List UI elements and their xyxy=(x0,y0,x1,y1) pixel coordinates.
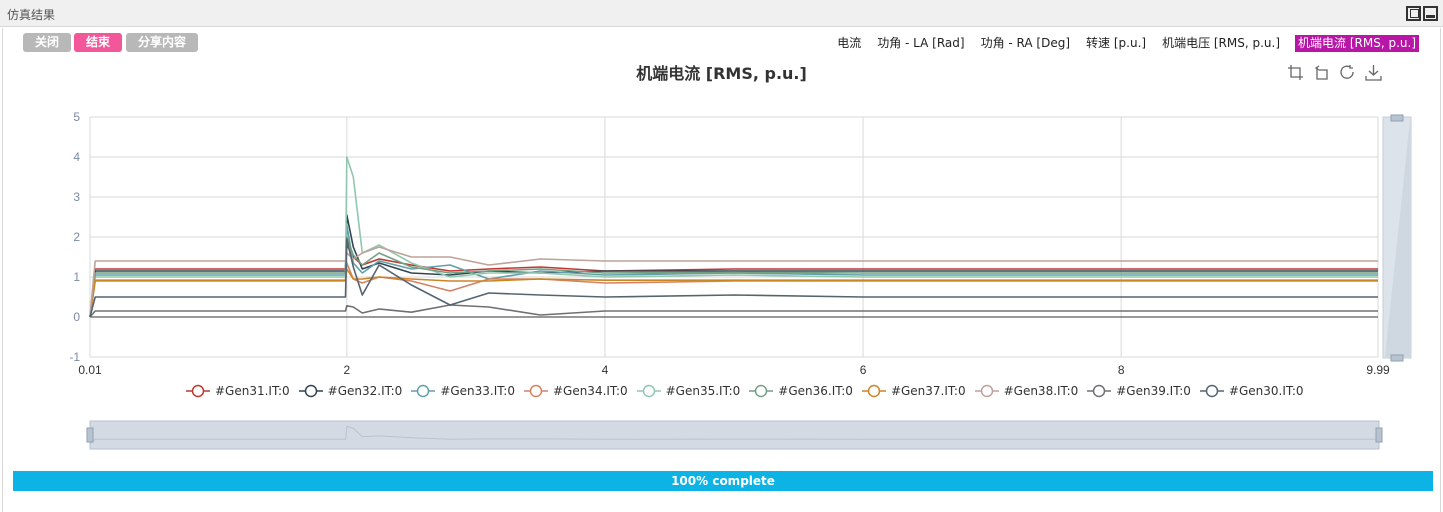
chart-series xyxy=(89,156,1378,318)
legend-label: #Gen36.IT:0 xyxy=(778,384,853,398)
legend-marker-icon xyxy=(861,384,886,398)
finish-button[interactable]: 结束 xyxy=(74,33,122,52)
legend-label: #Gen32.IT:0 xyxy=(327,384,403,398)
legend-marker-icon xyxy=(298,384,323,398)
legend-item[interactable]: #Gen38.IT:0 xyxy=(974,384,1079,398)
y-tick-label: 2 xyxy=(73,230,80,244)
window-frame xyxy=(2,28,1441,512)
x-tick-label: 2 xyxy=(343,363,350,377)
x-tick-label: 4 xyxy=(602,363,609,377)
series-line-4 xyxy=(89,156,1378,318)
legend-item[interactable]: #Gen31.IT:0 xyxy=(186,384,290,398)
legend-marker-icon xyxy=(974,384,999,398)
share-button[interactable]: 分享内容 xyxy=(126,33,198,52)
legend-item[interactable]: #Gen36.IT:0 xyxy=(749,384,853,398)
tab-terminal-voltage[interactable]: 机端电压 [RMS, p.u.] xyxy=(1162,35,1281,50)
y-tick-label: 5 xyxy=(73,110,80,124)
legend-label: #Gen37.IT:0 xyxy=(890,384,966,398)
close-button[interactable]: 关闭 xyxy=(23,33,71,52)
legend-item[interactable]: #Gen34.IT:0 xyxy=(523,384,628,398)
window-title: 仿真结果 xyxy=(7,8,56,22)
x-zoom-handle-right[interactable] xyxy=(1375,427,1383,443)
y-tick-label: 4 xyxy=(73,150,80,164)
tab-power-angle-la[interactable]: 功角 - LA [Rad] xyxy=(877,35,965,50)
legend-label: #Gen39.IT:0 xyxy=(1116,384,1191,398)
legend-item[interactable]: #Gen30.IT:0 xyxy=(1199,384,1304,398)
x-tick-label: 0.01 xyxy=(78,363,102,377)
tab-power-angle-ra[interactable]: 功角 - RA [Deg] xyxy=(980,35,1071,50)
legend-label: #Gen31.IT:0 xyxy=(215,384,290,398)
series-line-8 xyxy=(89,304,1378,318)
legend-marker-icon xyxy=(523,384,548,398)
x-tick-label: 8 xyxy=(1118,363,1125,377)
legend-marker-icon xyxy=(1087,384,1112,398)
chart-legend: #Gen31.IT:0 #Gen32.IT:0 #Gen33.IT:0 #Gen34.… xyxy=(186,384,1304,398)
line-chart: -1 0 1 2 3 4 5 0.01 2 4 6 8 9.99 xyxy=(69,110,1412,450)
legend-item[interactable]: #Gen32.IT:0 xyxy=(298,384,403,398)
legend-label: #Gen33.IT:0 xyxy=(440,384,515,398)
legend-item[interactable]: #Gen33.IT:0 xyxy=(411,384,515,398)
y-zoom-slider[interactable] xyxy=(1382,114,1412,362)
x-axis-labels: 0.01 2 4 6 8 9.99 xyxy=(78,363,1390,377)
legend-marker-icon xyxy=(1199,384,1224,398)
x-zoom-slider[interactable] xyxy=(86,420,1383,450)
legend-item[interactable]: #Gen39.IT:0 xyxy=(1087,384,1191,398)
x-zoom-handle-left[interactable] xyxy=(86,427,94,443)
legend-marker-icon xyxy=(749,384,774,398)
series-line-7 xyxy=(89,246,1378,318)
series-line-9 xyxy=(89,238,1378,318)
y-tick-label: 1 xyxy=(73,270,80,284)
legend-item[interactable]: #Gen37.IT:0 xyxy=(861,384,966,398)
chart-tabs: 电流 功角 - LA [Rad] 功角 - RA [Deg] 转速 [p.u.]… xyxy=(836,34,1419,52)
legend-label: #Gen34.IT:0 xyxy=(552,384,628,398)
legend-marker-icon xyxy=(186,384,210,398)
chart-title: 机端电流 [RMS, p.u.] xyxy=(636,64,807,83)
y-zoom-handle-bottom[interactable] xyxy=(1390,354,1404,362)
minimize-icon[interactable] xyxy=(1423,6,1438,21)
x-tick-label: 9.99 xyxy=(1366,363,1390,377)
chart-toolbox xyxy=(1287,64,1382,81)
tab-terminal-current[interactable]: 机端电流 [RMS, p.u.] xyxy=(1295,34,1419,52)
legend-item[interactable]: #Gen35.IT:0 xyxy=(636,384,741,398)
legend-marker-icon xyxy=(636,384,661,398)
y-axis-labels: -1 0 1 2 3 4 5 xyxy=(69,110,80,364)
tab-current[interactable]: 电流 xyxy=(837,35,862,50)
download-icon[interactable] xyxy=(1365,64,1382,81)
zoom-icon[interactable] xyxy=(1287,64,1304,81)
series-line-1 xyxy=(89,214,1378,318)
y-tick-label: 0 xyxy=(73,310,80,324)
maximize-icon[interactable] xyxy=(1406,6,1421,21)
x-tick-label: 6 xyxy=(860,363,867,377)
chart-grid xyxy=(89,116,1379,358)
restore-icon[interactable] xyxy=(1339,64,1356,81)
y-tick-label: -1 xyxy=(69,350,80,364)
zoom-reset-icon[interactable] xyxy=(1313,64,1330,81)
tab-speed[interactable]: 转速 [p.u.] xyxy=(1086,35,1147,50)
legend-marker-icon xyxy=(411,384,436,398)
window-titlebar: 仿真结果 xyxy=(0,0,1443,27)
progress-label: 100% complete xyxy=(671,474,775,488)
legend-label: #Gen38.IT:0 xyxy=(1003,384,1079,398)
progress-bar: 100% complete xyxy=(13,471,1433,491)
y-zoom-handle-top[interactable] xyxy=(1390,114,1404,122)
y-tick-label: 3 xyxy=(73,190,80,204)
legend-label: #Gen30.IT:0 xyxy=(1228,384,1304,398)
legend-label: #Gen35.IT:0 xyxy=(665,384,741,398)
